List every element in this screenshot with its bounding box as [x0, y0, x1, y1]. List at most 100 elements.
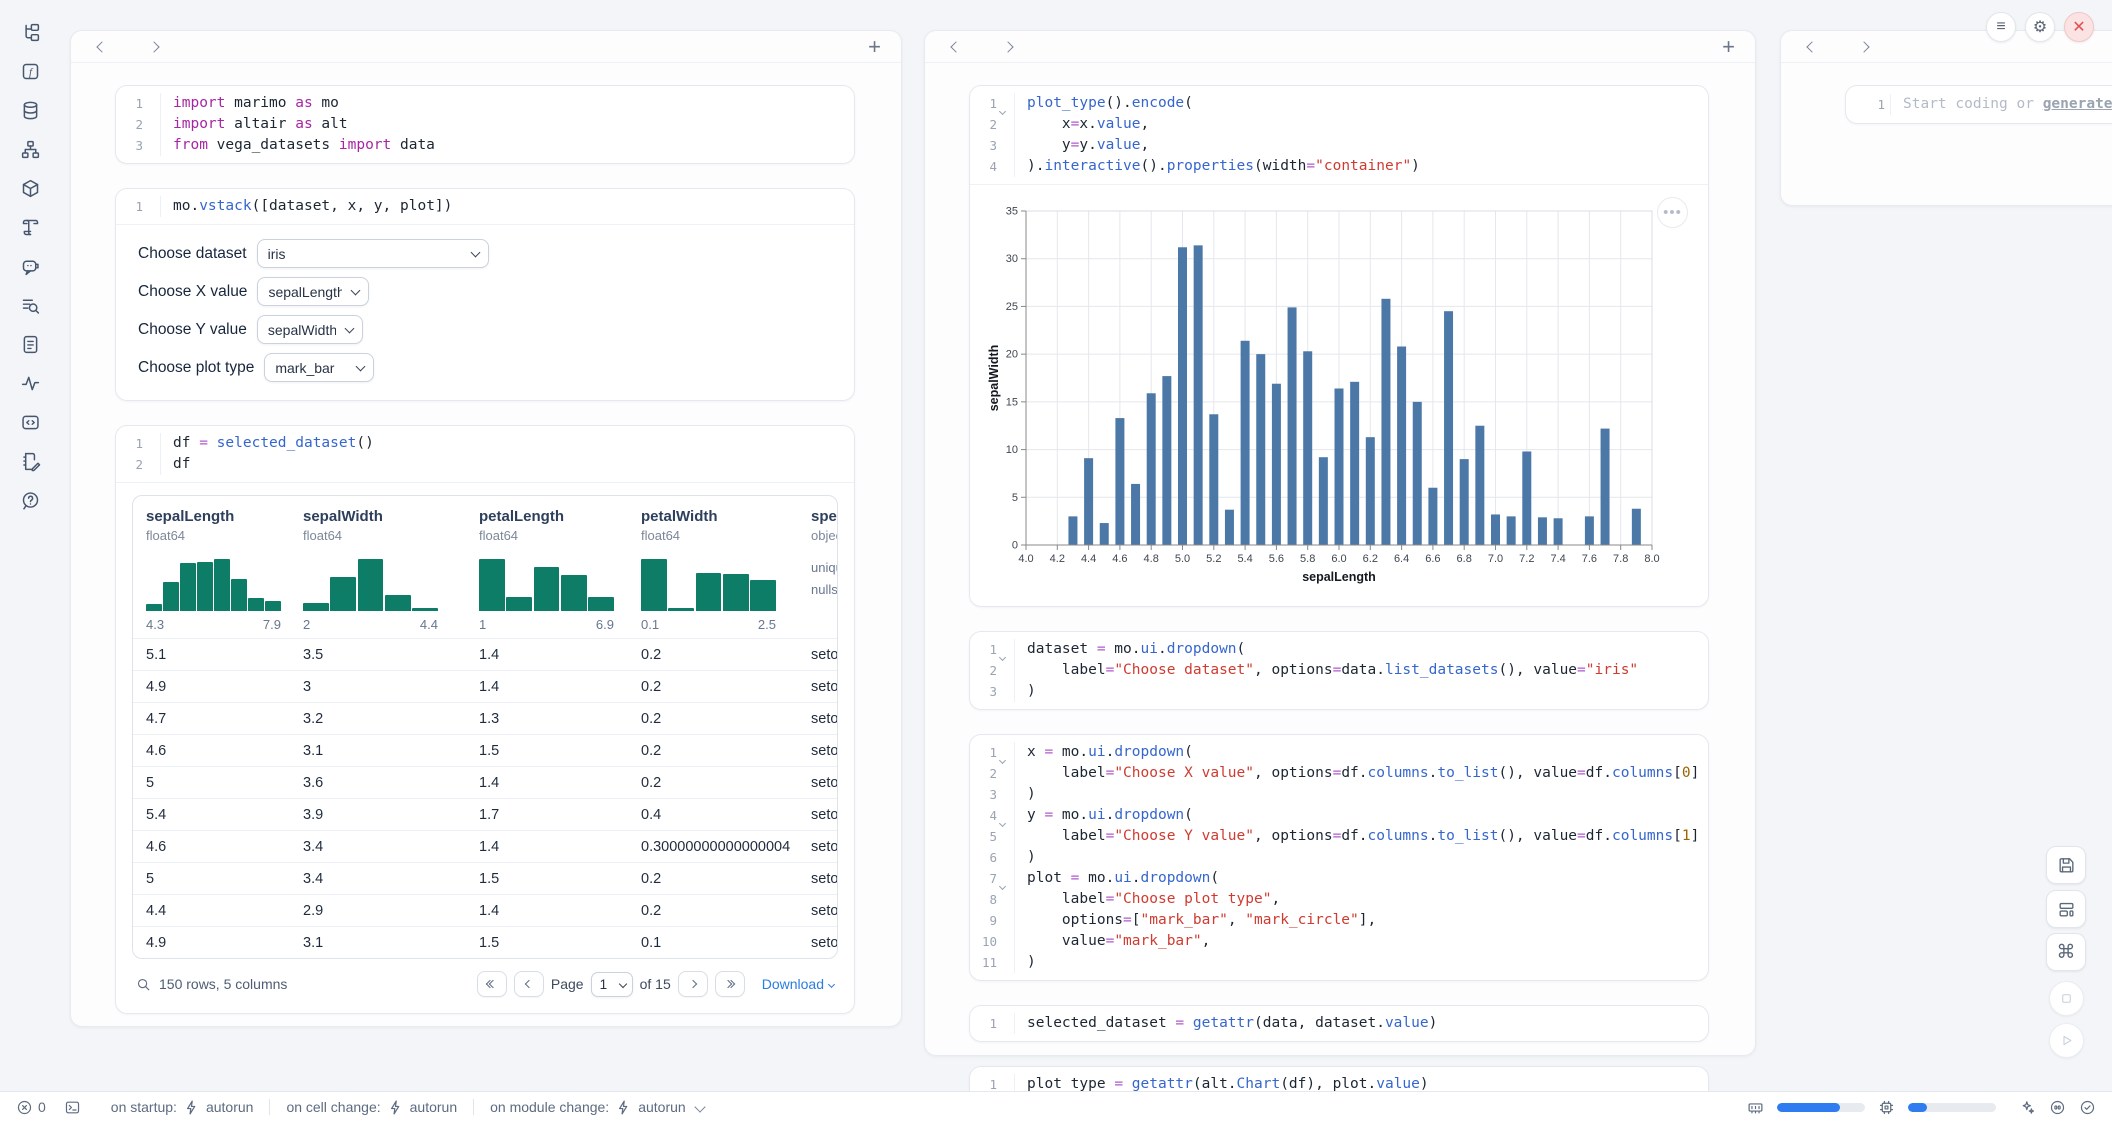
code-editor[interactable]: 1df = selected_dataset()2df — [116, 426, 854, 482]
expand-right-icon[interactable] — [143, 36, 165, 58]
table-row[interactable]: 53.61.40.2setosa — [133, 766, 837, 798]
table-summary: 150 rows, 5 columns — [159, 976, 287, 992]
ai-sparkles-icon[interactable] — [2019, 1099, 2036, 1116]
column-header-petalWidth[interactable]: petalWidthfloat640.12.5 — [641, 508, 811, 632]
bolt-icon — [615, 1099, 632, 1116]
stop-button[interactable] — [2049, 981, 2084, 1016]
copilot-icon[interactable] — [2049, 1099, 2066, 1116]
add-cell-button[interactable]: + — [868, 36, 881, 58]
table-row[interactable]: 4.73.21.30.2setosa — [133, 702, 837, 734]
first-page-button[interactable] — [477, 971, 507, 997]
datasources-icon — [20, 100, 41, 121]
code-input[interactable]: Start coding or generate with — [1890, 94, 2112, 115]
svg-text:7.6: 7.6 — [1582, 553, 1597, 565]
sidebar-variables-button[interactable]: f — [19, 60, 41, 82]
close-button[interactable]: ✕ — [2064, 12, 2094, 42]
save-icon — [2057, 856, 2076, 875]
line-number: 3 — [970, 784, 1014, 805]
column-header-petalLength[interactable]: petalLengthfloat6416.9 — [479, 508, 641, 632]
connection-status-icon[interactable] — [2079, 1099, 2096, 1116]
table-row[interactable]: 4.931.40.2setosa — [133, 670, 837, 702]
table-row[interactable]: 4.63.11.50.2setosa — [133, 734, 837, 766]
sidebar-scratchpad-button[interactable] — [19, 450, 41, 472]
sidebar-dependency-graph-button[interactable] — [19, 138, 41, 160]
x-value-select[interactable]: sepalLength — [257, 277, 369, 306]
table-row[interactable]: 53.41.50.2setosa — [133, 862, 837, 894]
chart-bar — [1538, 517, 1547, 545]
sidebar-file-explorer-button[interactable] — [19, 21, 41, 43]
scratchpad-icon — [20, 451, 41, 472]
altair-bar-chart[interactable]: 051015202530354.04.24.44.64.85.05.25.45.… — [986, 199, 1692, 600]
collapse-left-icon[interactable] — [1801, 36, 1823, 58]
terminal-button[interactable] — [64, 1099, 81, 1116]
table-row[interactable]: 4.93.11.50.1setosa — [133, 926, 837, 958]
download-button[interactable]: Download — [762, 976, 834, 992]
table-row[interactable]: 4.42.91.40.2setosa — [133, 894, 837, 926]
sidebar-datasources-button[interactable] — [19, 99, 41, 121]
column-header-sepalLength[interactable]: sepalLengthfloat644.37.9 — [146, 508, 303, 632]
keyboard-shortcuts-button[interactable]: ⌘ — [2046, 933, 2086, 971]
dropdown-label: Choose X value — [138, 283, 247, 301]
table-cell: 3.1 — [303, 743, 479, 759]
plot-cell: 1plot_type().encode(2 x=x.value,3 y=y.va… — [969, 85, 1709, 607]
svg-text:4.8: 4.8 — [1144, 553, 1159, 565]
menu-button[interactable]: ≡ — [1986, 12, 2016, 42]
chart-bar — [1131, 484, 1140, 545]
chart-menu-button[interactable]: ••• — [1657, 197, 1688, 228]
previous-page-button[interactable] — [514, 971, 544, 997]
svg-text:5.0: 5.0 — [1175, 553, 1190, 565]
cpu-usage-bar — [1908, 1103, 1996, 1112]
table-cell: 4.6 — [146, 839, 303, 855]
code-line: 2 label="Choose X value", options=df.col… — [970, 763, 1708, 784]
sidebar-outline-button[interactable] — [19, 294, 41, 316]
on-startup-setting[interactable]: on startup: autorun — [95, 1099, 270, 1116]
column-header-species[interactable]: speciesobjectunique:nulls: — [811, 508, 838, 632]
dataset-select[interactable]: iris — [257, 239, 489, 268]
table-cell: 0.2 — [641, 679, 811, 695]
plot-type-select[interactable]: mark_bar — [264, 353, 374, 382]
page-select[interactable]: 1 — [591, 972, 633, 997]
collapse-left-icon[interactable] — [91, 36, 113, 58]
code-editor[interactable]: 1import marimo as mo2import altair as al… — [116, 86, 854, 163]
layout-button[interactable] — [2046, 890, 2086, 928]
table-cell: 0.2 — [641, 903, 811, 919]
error-indicator[interactable]: 0 — [16, 1099, 46, 1116]
table-row[interactable]: 4.63.41.40.30000000000000004setosa — [133, 830, 837, 862]
collapse-left-icon[interactable] — [945, 36, 967, 58]
on-cell-change-setting[interactable]: on cell change: autorun — [270, 1099, 473, 1116]
expand-right-icon[interactable] — [997, 36, 1019, 58]
run-button[interactable] — [2049, 1023, 2084, 1058]
save-button[interactable] — [2046, 846, 2086, 884]
sidebar-tracing-button[interactable] — [19, 372, 41, 394]
sidebar-ai-chat-button[interactable] — [19, 255, 41, 277]
settings-gear-button[interactable]: ⚙ — [2025, 12, 2055, 42]
on-module-change-setting[interactable]: on module change: autorun — [474, 1099, 720, 1116]
last-page-button[interactable] — [715, 971, 745, 997]
search-icon[interactable] — [136, 977, 151, 992]
next-page-button[interactable] — [678, 971, 708, 997]
code-editor[interactable]: 1plot_type().encode(2 x=x.value,3 y=y.va… — [970, 86, 1708, 184]
y-value-select[interactable]: sepalWidth — [257, 315, 363, 344]
sidebar-snippets-button[interactable] — [19, 411, 41, 433]
code-line: 1selected_dataset = getattr(data, datase… — [970, 1013, 1708, 1034]
code-editor[interactable]: 1dataset = mo.ui.dropdown(2 label="Choos… — [970, 632, 1708, 709]
code-editor[interactable]: 1mo.vstack([dataset, x, y, plot]) — [116, 189, 854, 224]
panel-toolbar: + — [925, 31, 1755, 63]
generate-link[interactable]: generate — [2043, 96, 2112, 112]
sidebar-packages-button[interactable] — [19, 177, 41, 199]
table-cell: 0.1 — [641, 935, 811, 951]
chart-bar — [1303, 351, 1312, 545]
svg-text:30: 30 — [1006, 253, 1018, 265]
sidebar-documentation-button[interactable] — [19, 333, 41, 355]
sidebar-logs-button[interactable] — [19, 216, 41, 238]
table-cell: 4.6 — [146, 743, 303, 759]
table-cell: 1.4 — [479, 903, 641, 919]
code-editor[interactable]: 1selected_dataset = getattr(data, datase… — [970, 1006, 1708, 1041]
code-editor[interactable]: 1x = mo.ui.dropdown(2 label="Choose X va… — [970, 735, 1708, 980]
column-header-sepalWidth[interactable]: sepalWidthfloat6424.4 — [303, 508, 479, 632]
sidebar-help-button[interactable] — [19, 489, 41, 511]
expand-right-icon[interactable] — [1853, 36, 1875, 58]
table-row[interactable]: 5.43.91.70.4setosa — [133, 798, 837, 830]
add-cell-button[interactable]: + — [1722, 36, 1735, 58]
table-row[interactable]: 5.13.51.40.2setosa — [133, 638, 837, 670]
